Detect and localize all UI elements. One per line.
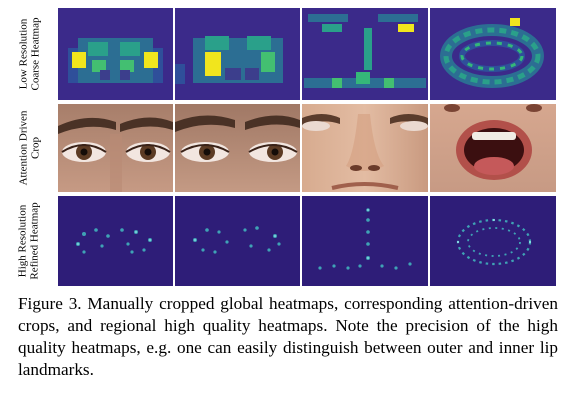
row-label-crop-line1: Attention Driven (17, 110, 30, 186)
row-label-refined: High Resolution Refined Heatmap (0, 196, 58, 286)
refined-heatmap-eye-left (58, 196, 173, 286)
coarse-heatmap-eye-left (58, 8, 173, 100)
crop-mouth (430, 104, 556, 192)
row-label-refined-line1: High Resolution (17, 204, 29, 278)
crop-eye-left (58, 104, 173, 192)
row-label-coarse-line2: Coarse Heatmap (29, 17, 41, 91)
figure-3: Low Resolution Coarse Heatmap Attention … (0, 8, 556, 286)
refined-heatmap-mouth (430, 196, 556, 286)
refined-heatmap-nose (302, 196, 428, 286)
coarse-heatmap-mouth (430, 8, 556, 100)
crop-nose (302, 104, 428, 192)
coarse-heatmap-eye-right (175, 8, 300, 100)
figure-caption: Figure 3. Manually cropped global heatma… (18, 294, 558, 379)
row-label-refined-line2: Refined Heatmap (29, 202, 41, 280)
row-label-coarse: Low Resolution Coarse Heatmap (0, 8, 58, 100)
crop-eye-right (175, 104, 300, 192)
row-label-crop-line2: Crop (29, 137, 42, 160)
row-label-crop: Attention Driven Crop (0, 104, 58, 192)
refined-heatmap-eye-right (175, 196, 300, 286)
coarse-heatmap-nose (302, 8, 428, 100)
row-label-coarse-line1: Low Resolution (17, 18, 29, 90)
